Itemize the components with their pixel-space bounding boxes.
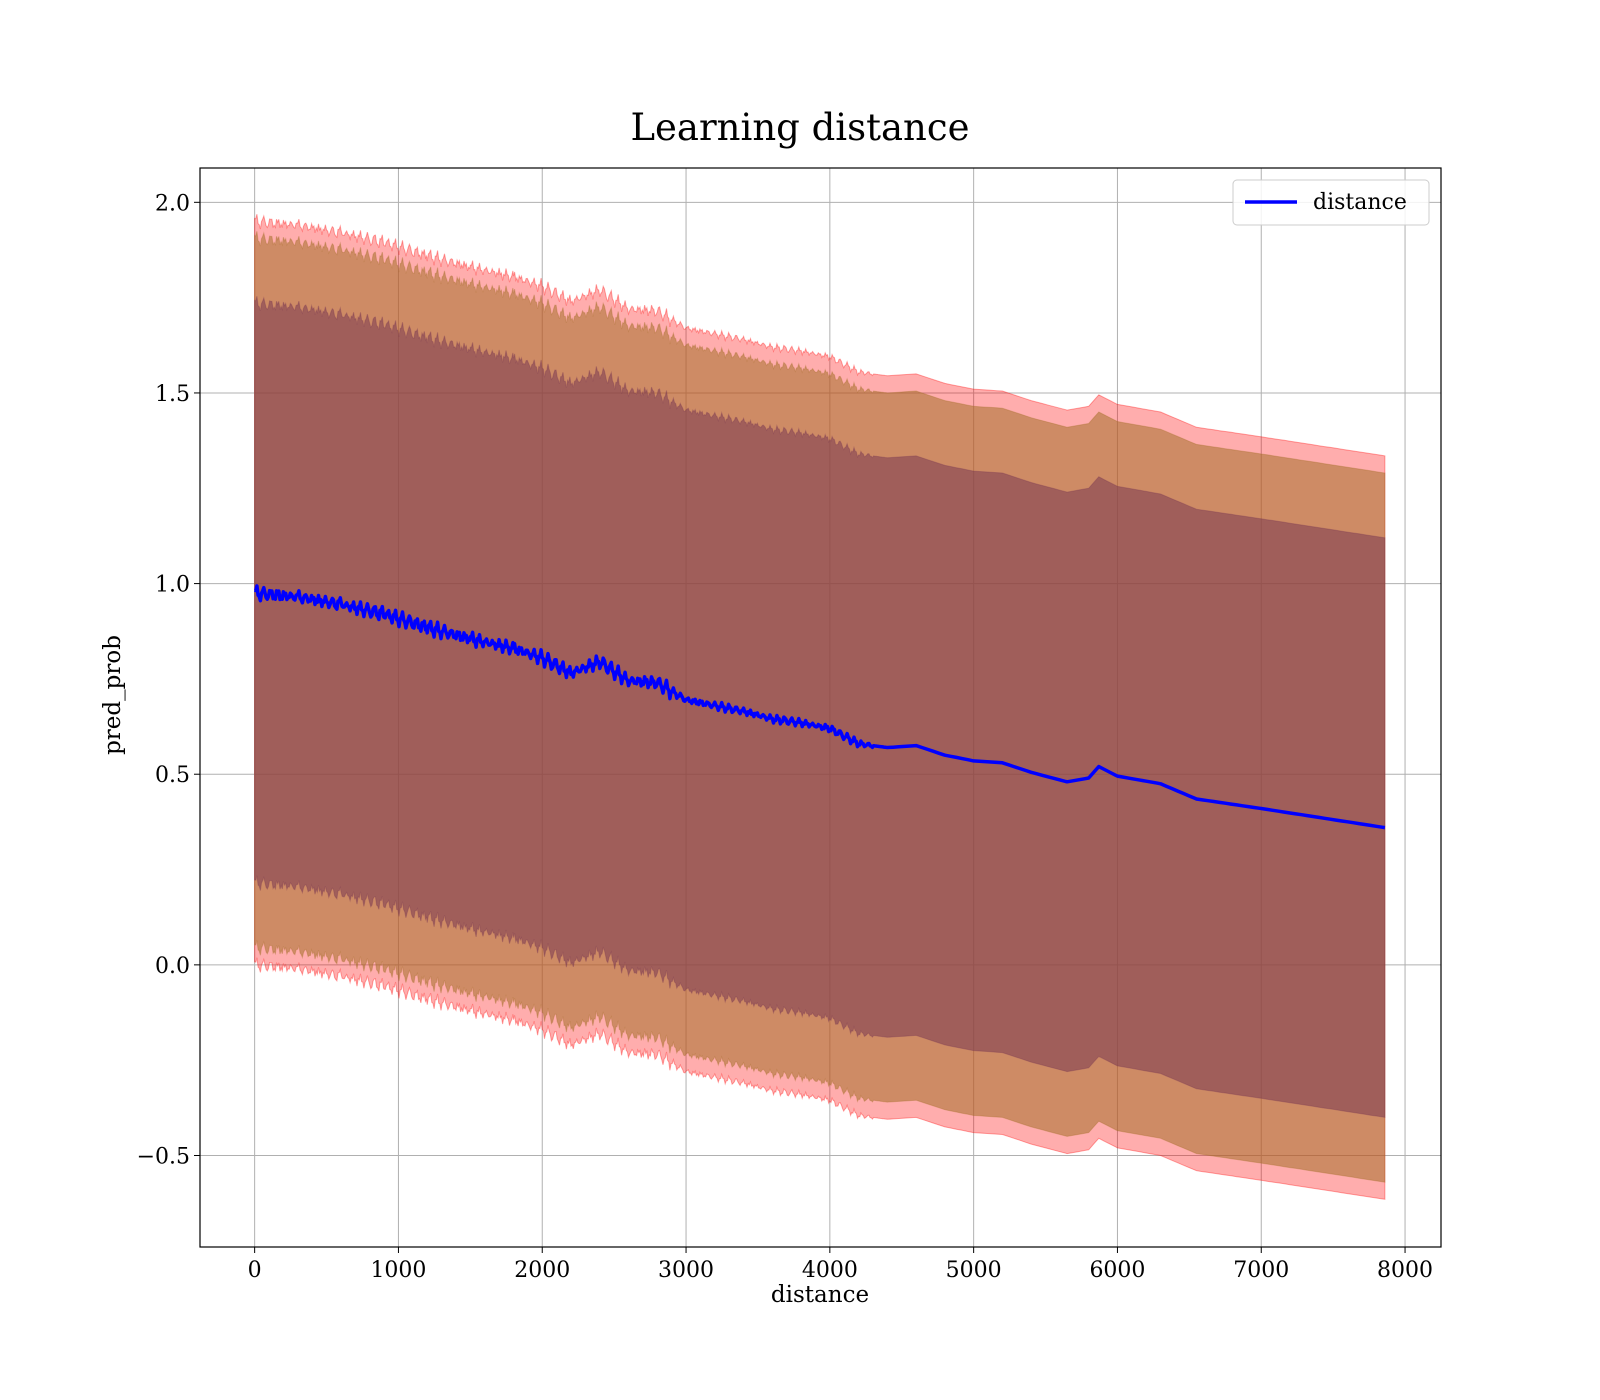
chart-title: Learning distance [630, 106, 969, 149]
plot-frame [199, 167, 1442, 1248]
series-lines [254, 584, 1386, 830]
y-tick-label: 2.0 [155, 191, 190, 216]
legend-box [1232, 179, 1430, 226]
legend-label-distance: distance [1313, 190, 1407, 215]
legend: distance [1232, 179, 1430, 226]
band-inner [254, 296, 1386, 1118]
confidence-bands [254, 214, 1386, 1200]
y-tick-label: 0.5 [155, 763, 190, 788]
series-line-distance [254, 584, 1386, 830]
axes: 0 1000 2000 3000 4000 5000 6000 7000 8000 −0.5 0.0… [137, 167, 1442, 1283]
x-tick-label: 2000 [514, 1258, 570, 1283]
x-tick-label: 1000 [370, 1258, 426, 1283]
x-tick-label: 6000 [1089, 1258, 1145, 1283]
x-axis-label: distance [771, 1282, 869, 1308]
y-tick-label: 1.0 [155, 573, 190, 598]
x-tick-label: 4000 [802, 1258, 858, 1283]
x-tick-label: 0 [248, 1258, 262, 1283]
x-tick-label: 8000 [1377, 1258, 1433, 1283]
y-tick-label: −0.5 [137, 1144, 190, 1169]
y-tick-label: 0.0 [155, 954, 190, 979]
x-tick-label: 3000 [658, 1258, 714, 1283]
y-axis-label: pred_prob [100, 635, 126, 755]
y-tick-label: 1.5 [155, 382, 190, 407]
x-tick-label: 5000 [946, 1258, 1002, 1283]
x-tick-label: 7000 [1233, 1258, 1289, 1283]
